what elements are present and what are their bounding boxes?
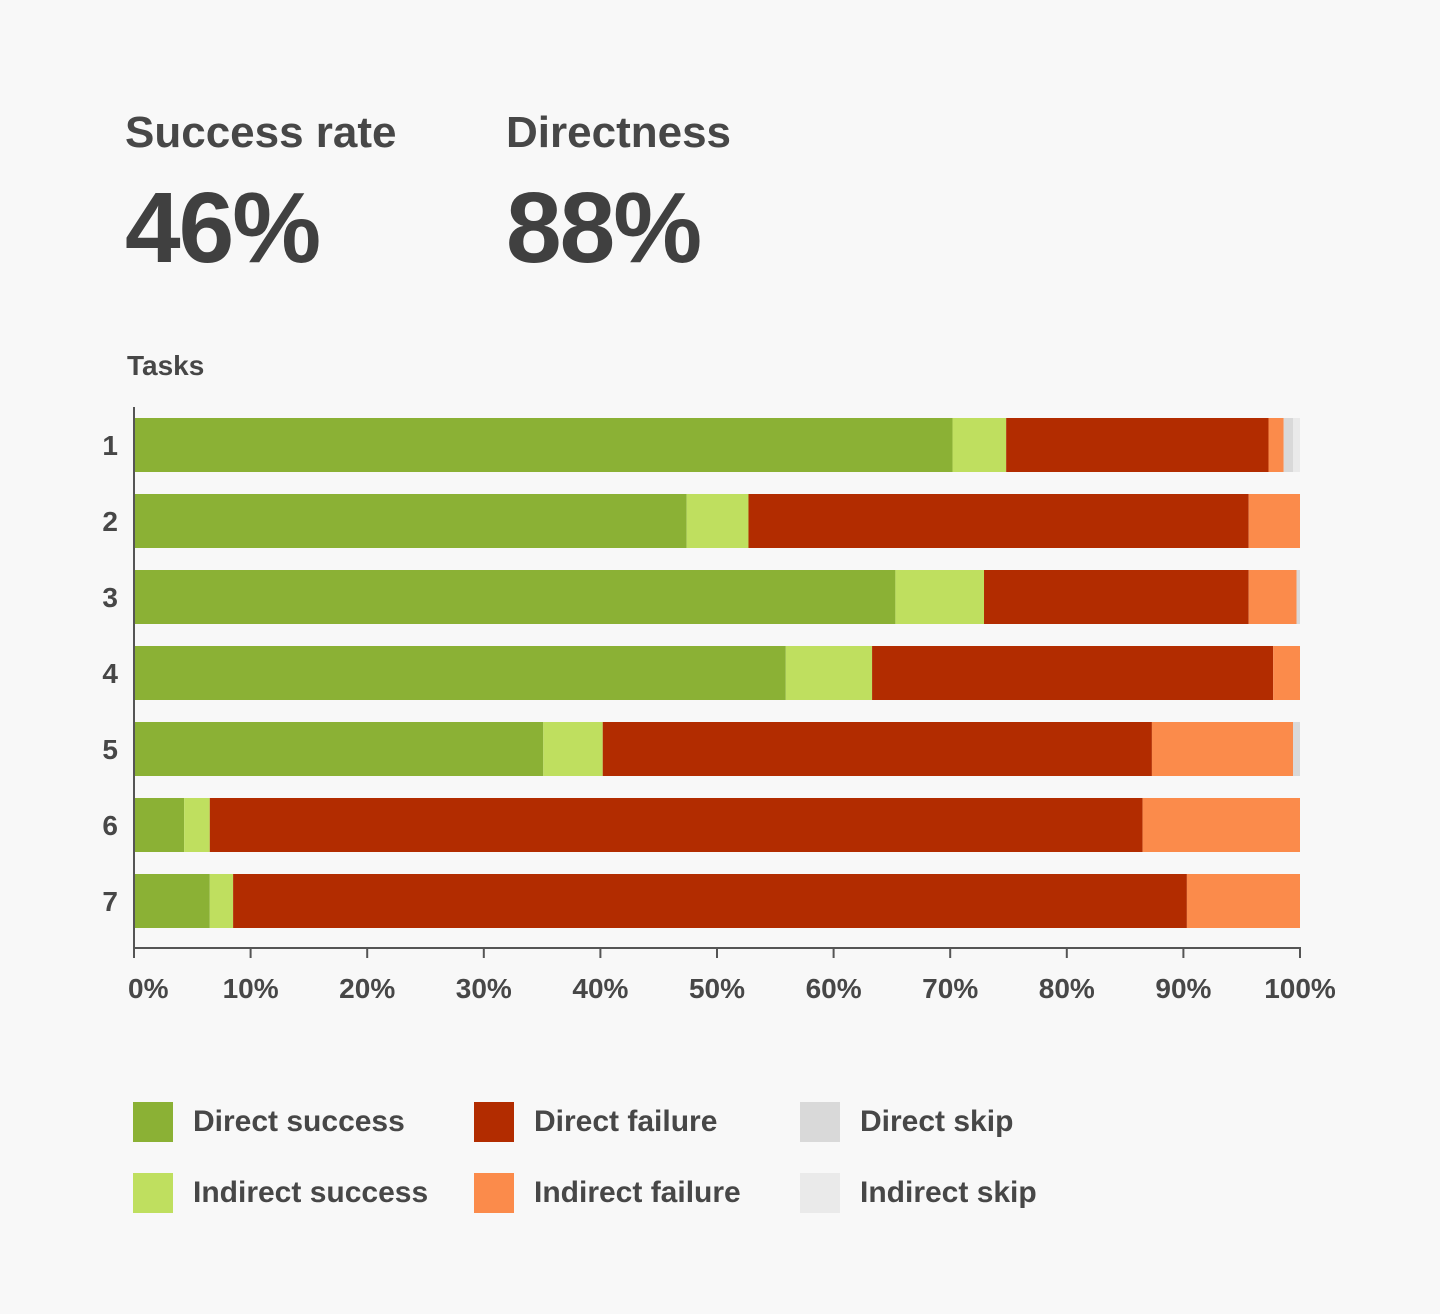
bar-task-1-indirect-failure: [1268, 418, 1284, 472]
bar-task-3-direct-failure: [984, 570, 1249, 624]
bar-task-2-direct-failure: [748, 494, 1249, 548]
bar-task-4-direct-success: [134, 646, 786, 700]
x-tick-label: 40%: [572, 973, 628, 1004]
legend-swatch: [474, 1102, 514, 1142]
bars-group: [134, 418, 1300, 928]
bar-task-3-direct-success: [134, 570, 896, 624]
bar-task-2-indirect-failure: [1248, 494, 1300, 548]
bar-task-1-direct-skip: [1283, 418, 1294, 472]
legend-item-direct-success: Direct success: [133, 1102, 405, 1142]
legend-item-direct-skip: Direct skip: [800, 1102, 1013, 1142]
legend-swatch: [474, 1173, 514, 1213]
success-rate-stat: Success rate 46%: [125, 105, 397, 283]
chart-legend: Direct success Indirect success Direct fai…: [133, 1100, 1133, 1220]
legend-swatch: [800, 1173, 840, 1213]
bar-task-3-indirect-success: [895, 570, 985, 624]
legend-item-indirect-failure: Indirect failure: [474, 1173, 741, 1213]
bar-task-6-indirect-failure: [1142, 798, 1300, 852]
x-tick-label: 80%: [1039, 973, 1095, 1004]
y-axis-label: Tasks: [127, 350, 204, 381]
bar-task-2-indirect-success: [686, 494, 749, 548]
bar-task-7-indirect-success: [209, 874, 234, 928]
x-tick-label: 90%: [1155, 973, 1211, 1004]
bar-task-5-indirect-success: [543, 722, 603, 776]
bar-task-4-indirect-success: [785, 646, 873, 700]
x-tick-label: 60%: [806, 973, 862, 1004]
success-rate-value: 46%: [125, 172, 321, 284]
legend-label: Direct failure: [534, 1105, 718, 1138]
bar-task-5-indirect-failure: [1151, 722, 1294, 776]
bar-task-7-indirect-failure: [1186, 874, 1300, 928]
bar-task-6-indirect-success: [184, 798, 210, 852]
bar-task-1-direct-failure: [1006, 418, 1269, 472]
bar-task-4-indirect-failure: [1273, 646, 1300, 700]
bar-task-7-direct-success: [134, 874, 210, 928]
bar-task-1-indirect-skip: [1293, 418, 1300, 472]
bar-task-6-direct-failure: [209, 798, 1143, 852]
bar-task-3-indirect-failure: [1248, 570, 1297, 624]
legend-label: Indirect skip: [860, 1176, 1037, 1209]
bar-task-1-indirect-success: [952, 418, 1007, 472]
legend-item-direct-failure: Direct failure: [474, 1102, 717, 1142]
legend-label: Indirect failure: [534, 1176, 741, 1209]
bar-task-7-direct-failure: [233, 874, 1187, 928]
legend-item-indirect-skip: Indirect skip: [800, 1173, 1037, 1213]
directness-value: 88%: [506, 172, 702, 284]
x-tick-label: 30%: [456, 973, 512, 1004]
bar-task-3-direct-skip: [1296, 570, 1300, 624]
y-tick-label: 3: [102, 582, 118, 613]
legend-label: Indirect success: [193, 1176, 429, 1209]
y-tick-label: 4: [102, 658, 118, 689]
bar-task-5-direct-failure: [602, 722, 1152, 776]
legend-label: Direct success: [193, 1105, 405, 1138]
bar-task-2-direct-success: [134, 494, 687, 548]
bar-task-4-direct-failure: [872, 646, 1274, 700]
legend-swatch: [800, 1102, 840, 1142]
y-tick-label: 2: [102, 506, 118, 537]
bar-task-5-direct-success: [134, 722, 544, 776]
bar-task-6-direct-success: [134, 798, 185, 852]
x-tick-label: 0%: [128, 973, 169, 1004]
x-tick-label: 20%: [339, 973, 395, 1004]
directness-stat: Directness 88%: [506, 105, 731, 283]
legend-item-indirect-success: Indirect success: [133, 1173, 428, 1213]
y-tick-label: 6: [102, 810, 118, 841]
x-tick-label: 70%: [922, 973, 978, 1004]
y-tick-label: 1: [102, 430, 118, 461]
legend-swatch: [133, 1173, 173, 1213]
x-tick-label: 100%: [1264, 973, 1336, 1004]
directness-label: Directness: [506, 108, 732, 157]
legend-label: Direct skip: [860, 1105, 1014, 1138]
bar-task-5-direct-skip: [1293, 722, 1300, 776]
legend-swatch: [133, 1102, 173, 1142]
x-tick-label: 50%: [689, 973, 745, 1004]
success-rate-label: Success rate: [125, 108, 397, 157]
y-tick-label: 7: [102, 886, 118, 917]
bar-task-1-direct-success: [134, 418, 953, 472]
y-tick-label: 5: [102, 734, 118, 765]
x-tick-label: 10%: [223, 973, 279, 1004]
